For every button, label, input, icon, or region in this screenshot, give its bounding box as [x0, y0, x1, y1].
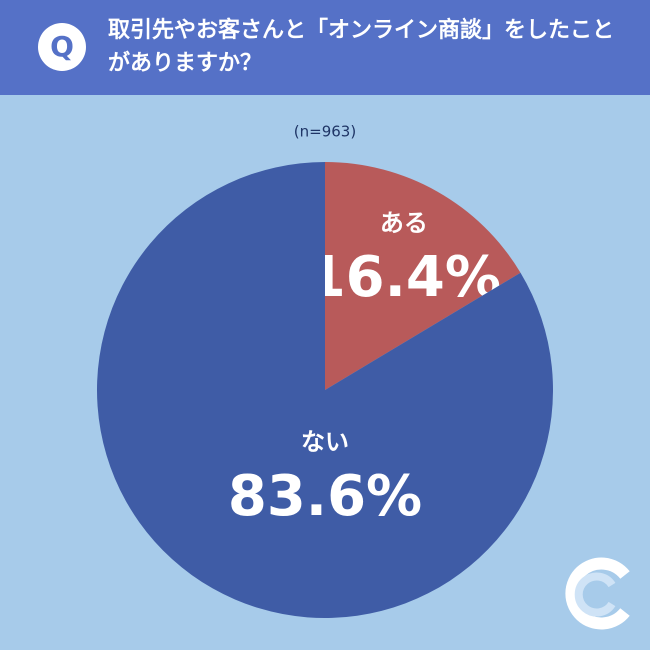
- logo: [565, 557, 630, 630]
- pie-slice: [325, 162, 521, 390]
- slice-value-label: 16.4%: [307, 245, 501, 310]
- chart-title: 取引先やお客さんと「オンライン商談」をしたことがありますか？: [108, 18, 615, 76]
- slice-category: ある: [380, 209, 428, 237]
- slice-category: ない: [301, 428, 349, 456]
- logo-arc-inner: [574, 572, 616, 617]
- logo-arc: [565, 557, 630, 630]
- pie-slice: [96, 162, 553, 618]
- slice-value-label: 83.6%: [228, 464, 422, 529]
- chart-subtitle: (n=963): [294, 123, 356, 141]
- q-badge: Q: [38, 23, 86, 71]
- header: Q 取引先やお客さんと「オンライン商談」をしたことがありますか？: [0, 0, 650, 95]
